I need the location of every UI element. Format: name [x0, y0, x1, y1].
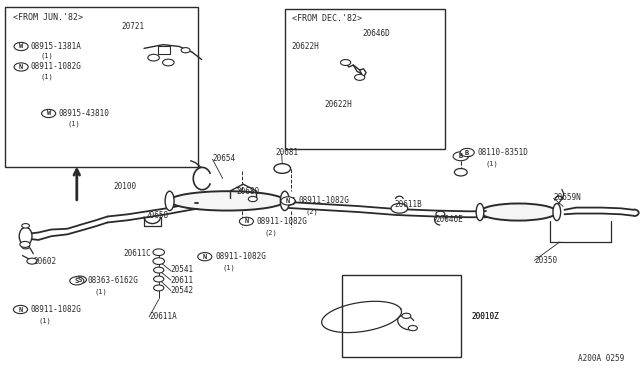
Ellipse shape: [476, 203, 484, 221]
Bar: [5, 7, 198, 167]
Circle shape: [287, 199, 296, 204]
Text: 08911-1082G: 08911-1082G: [257, 217, 307, 226]
Text: 08911-1082G: 08911-1082G: [31, 62, 81, 71]
Text: (2): (2): [264, 229, 277, 236]
Text: (1): (1): [485, 160, 498, 167]
Bar: [158, 46, 170, 54]
Text: 20622H: 20622H: [292, 42, 319, 51]
Circle shape: [281, 197, 295, 205]
Circle shape: [154, 276, 164, 282]
Circle shape: [22, 244, 29, 249]
Text: 08915-43810: 08915-43810: [58, 109, 109, 118]
Text: A200A 0259: A200A 0259: [578, 354, 624, 363]
Circle shape: [391, 203, 408, 213]
Circle shape: [453, 152, 468, 161]
Text: (2): (2): [306, 209, 319, 215]
Ellipse shape: [165, 191, 174, 211]
Ellipse shape: [280, 191, 289, 211]
Text: <FROM DEC.'82>: <FROM DEC.'82>: [292, 14, 362, 23]
Bar: [342, 275, 461, 357]
Text: <FROM JUN.'82>: <FROM JUN.'82>: [13, 13, 83, 22]
Circle shape: [153, 258, 164, 264]
Text: 20646D: 20646D: [362, 29, 390, 38]
Text: 20611C: 20611C: [124, 249, 151, 258]
Text: 20680: 20680: [237, 187, 260, 196]
Text: (1): (1): [223, 264, 236, 271]
Text: 20611B: 20611B: [395, 200, 422, 209]
Circle shape: [340, 60, 351, 65]
Text: (1): (1): [38, 317, 51, 324]
Text: N: N: [19, 64, 23, 70]
Circle shape: [20, 241, 30, 247]
Text: 20541: 20541: [171, 265, 194, 274]
Circle shape: [274, 164, 291, 173]
Circle shape: [154, 285, 164, 291]
Text: N: N: [19, 307, 22, 312]
Text: 20721: 20721: [122, 22, 145, 31]
Circle shape: [27, 258, 37, 264]
Text: 08110-8351D: 08110-8351D: [477, 148, 528, 157]
Circle shape: [42, 109, 56, 118]
Circle shape: [181, 48, 190, 53]
Circle shape: [13, 305, 28, 314]
Circle shape: [154, 267, 164, 273]
Circle shape: [14, 42, 28, 51]
Ellipse shape: [19, 227, 32, 245]
Text: 20659N: 20659N: [554, 193, 581, 202]
Bar: [285, 9, 445, 149]
Text: 20611A: 20611A: [149, 312, 177, 321]
Text: S: S: [78, 277, 82, 283]
Circle shape: [436, 211, 445, 217]
Circle shape: [22, 224, 29, 228]
Text: 20010Z: 20010Z: [472, 312, 499, 321]
Text: B: B: [459, 153, 463, 159]
Circle shape: [148, 54, 159, 61]
Circle shape: [402, 313, 411, 318]
Text: W: W: [19, 44, 23, 49]
Ellipse shape: [170, 191, 285, 211]
Circle shape: [74, 276, 86, 283]
Ellipse shape: [480, 203, 557, 221]
Circle shape: [239, 217, 253, 225]
Text: N: N: [244, 218, 248, 224]
Text: B: B: [465, 150, 469, 155]
Text: 08911-1082G: 08911-1082G: [215, 252, 266, 261]
Ellipse shape: [553, 203, 561, 221]
Text: (1): (1): [68, 120, 81, 127]
Circle shape: [454, 169, 467, 176]
Text: 20602: 20602: [33, 257, 56, 266]
Text: N: N: [203, 254, 207, 260]
Text: 20010Z: 20010Z: [472, 312, 499, 321]
Circle shape: [460, 148, 474, 157]
Text: 20611: 20611: [171, 276, 194, 285]
Circle shape: [70, 277, 84, 285]
Text: 20646E: 20646E: [435, 215, 463, 224]
Text: (1): (1): [95, 289, 108, 295]
Text: 20658: 20658: [146, 211, 169, 220]
Text: 08363-6162G: 08363-6162G: [87, 276, 138, 285]
Circle shape: [248, 196, 257, 202]
Text: S: S: [75, 278, 79, 284]
Text: (1): (1): [40, 73, 53, 80]
Text: W: W: [47, 110, 51, 116]
Circle shape: [198, 253, 212, 261]
Text: 20622H: 20622H: [324, 100, 352, 109]
Text: (1): (1): [40, 52, 53, 59]
Text: 20542: 20542: [171, 286, 194, 295]
Text: 08911-1082G: 08911-1082G: [298, 196, 349, 205]
Text: 20350: 20350: [534, 256, 557, 265]
Text: 20681: 20681: [275, 148, 298, 157]
Text: 20654: 20654: [212, 154, 236, 163]
Text: 20100: 20100: [114, 182, 137, 191]
Text: 08915-1381A: 08915-1381A: [31, 42, 81, 51]
Text: N: N: [286, 198, 290, 204]
Circle shape: [355, 74, 365, 80]
Circle shape: [163, 59, 174, 66]
Circle shape: [153, 249, 164, 256]
Circle shape: [14, 63, 28, 71]
Text: 08911-1082G: 08911-1082G: [31, 305, 81, 314]
Circle shape: [408, 326, 417, 331]
